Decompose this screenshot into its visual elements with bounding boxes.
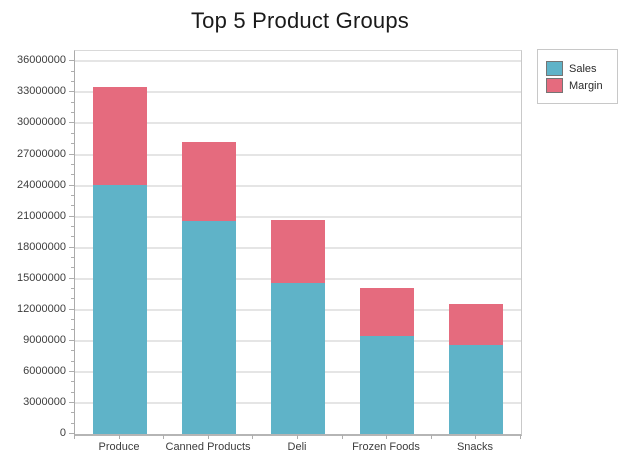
y-axis-label: 30000000: [17, 116, 66, 128]
x-tick: [297, 435, 298, 439]
x-tick: [386, 435, 387, 439]
legend-swatch-margin: [546, 78, 563, 93]
y-tick: [69, 402, 74, 403]
gridline: [75, 153, 521, 156]
legend-item-sales[interactable]: Sales: [546, 60, 617, 77]
x-tick: [119, 435, 120, 439]
y-minor-tick: [71, 174, 74, 175]
x-tick: [74, 435, 75, 439]
y-minor-tick: [71, 81, 74, 82]
bar-segment-sales-produce[interactable]: [93, 185, 147, 434]
x-tick: [475, 435, 476, 439]
y-axis-label: 18000000: [17, 241, 66, 253]
bar-segment-margin-frozen-foods[interactable]: [360, 288, 414, 336]
y-axis-label: 36000000: [17, 54, 66, 66]
chart-title: Top 5 Product Groups: [190, 8, 409, 33]
y-minor-tick: [71, 267, 74, 268]
y-axis-label: 21000000: [17, 210, 66, 222]
y-axis-label: 24000000: [17, 179, 66, 191]
bar-segment-margin-produce[interactable]: [93, 87, 147, 185]
y-tick: [69, 371, 74, 372]
y-minor-tick: [71, 392, 74, 393]
y-minor-tick: [71, 205, 74, 206]
x-axis-label-frozen-foods: Frozen Foods: [352, 441, 420, 453]
y-tick: [69, 122, 74, 123]
gridline: [75, 184, 521, 187]
y-minor-tick: [71, 102, 74, 103]
y-minor-tick: [71, 412, 74, 413]
y-axis-label: 27000000: [17, 148, 66, 160]
y-axis-label: 9000000: [23, 334, 66, 346]
x-axis-label-snacks: Snacks: [456, 441, 494, 453]
y-tick: [69, 154, 74, 155]
y-axis-label: 33000000: [17, 85, 66, 97]
y-minor-tick: [71, 361, 74, 362]
y-tick: [69, 433, 74, 434]
legend-swatch-sales: [546, 61, 563, 76]
bar-segment-margin-deli[interactable]: [271, 220, 325, 283]
x-axis-label-canned-products: Canned Products: [165, 441, 251, 453]
gridline: [75, 91, 521, 94]
y-minor-tick: [71, 143, 74, 144]
y-minor-tick: [71, 288, 74, 289]
y-minor-tick: [71, 423, 74, 424]
y-minor-tick: [71, 71, 74, 72]
x-tick: [342, 435, 343, 439]
y-minor-tick: [71, 350, 74, 351]
x-tick: [520, 435, 521, 439]
gridline: [75, 215, 521, 218]
x-tick: [252, 435, 253, 439]
legend-item-label: Sales: [569, 62, 597, 75]
y-minor-tick: [71, 226, 74, 227]
plot-area: [74, 50, 522, 436]
y-minor-tick: [71, 236, 74, 237]
y-minor-tick: [71, 195, 74, 196]
x-tick: [163, 435, 164, 439]
bar-segment-margin-canned-products[interactable]: [182, 142, 236, 221]
y-tick: [69, 91, 74, 92]
y-minor-tick: [71, 381, 74, 382]
y-minor-tick: [71, 298, 74, 299]
y-axis-label: 3000000: [23, 396, 66, 408]
bar-segment-margin-snacks[interactable]: [449, 304, 503, 345]
bar-segment-sales-snacks[interactable]: [449, 345, 503, 434]
y-axis-label: 6000000: [23, 365, 66, 377]
x-tick: [208, 435, 209, 439]
y-axis-label: 0: [59, 427, 66, 439]
legend: Sales Margin: [537, 49, 618, 104]
gridline: [75, 60, 521, 63]
y-tick: [69, 247, 74, 248]
y-minor-tick: [71, 319, 74, 320]
y-minor-tick: [71, 112, 74, 113]
y-axis-label: 12000000: [17, 303, 66, 315]
y-tick: [69, 340, 74, 341]
bar-segment-sales-canned-products[interactable]: [182, 221, 236, 434]
y-tick: [69, 309, 74, 310]
y-minor-tick: [71, 164, 74, 165]
x-tick: [431, 435, 432, 439]
bar-segment-sales-frozen-foods[interactable]: [360, 336, 414, 434]
y-tick: [69, 185, 74, 186]
y-minor-tick: [71, 329, 74, 330]
gridline: [75, 122, 521, 125]
y-minor-tick: [71, 133, 74, 134]
y-axis-label: 15000000: [17, 272, 66, 284]
x-axis-label-produce: Produce: [98, 441, 140, 453]
bar-segment-sales-deli[interactable]: [271, 283, 325, 434]
x-axis-label-deli: Deli: [287, 441, 307, 453]
y-minor-tick: [71, 257, 74, 258]
legend-item-margin[interactable]: Margin: [546, 77, 617, 94]
y-tick: [69, 60, 74, 61]
y-tick: [69, 216, 74, 217]
legend-item-label: Margin: [569, 79, 603, 92]
y-tick: [69, 278, 74, 279]
